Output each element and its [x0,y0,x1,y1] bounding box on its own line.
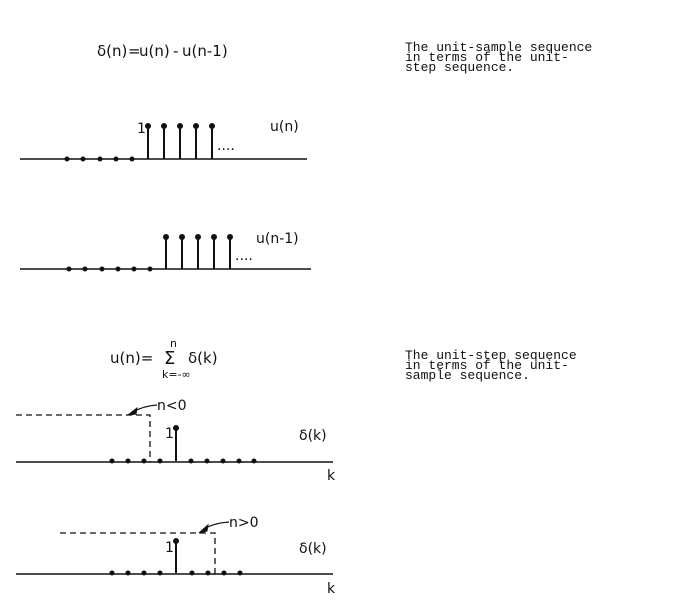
continuation-dots: .... [235,248,253,264]
summation-window-dashed [60,532,216,574]
unit-impulse [173,425,179,461]
u-n-text: u(n) [139,42,170,60]
caption-line: The unit-sample sequence [405,40,593,55]
annotation-arrowhead [198,523,209,534]
unit-stems [145,123,215,159]
plot-delta-k-n-positive [16,521,333,576]
zero-samples [64,156,135,162]
k-axis-label: k [327,581,336,597]
u-n-minus-1-label: u(n-1) [256,231,299,247]
summation-sign: Σ [164,348,175,369]
plot-u-n [20,123,307,162]
u-n-equals-text: u(n)= [110,349,153,367]
plot-delta-k-n-negative [16,404,333,464]
caption-line: in terms of the unit- [405,50,569,65]
equals-text: = [128,42,141,60]
delta-k-text: δ(k) [188,349,218,367]
sum-lower-limit: k=-∞ [162,368,191,381]
equation-unit-step: u(n)= Σ n k=-∞ δ(k) [110,337,218,381]
one-label: 1 [165,426,174,442]
unit-stems [163,234,233,269]
k-axis-label: k [327,468,336,484]
zero-samples [109,570,243,576]
u-n-label: u(n) [270,119,299,135]
delta-k-label: δ(k) [299,428,327,444]
caption-line: step sequence. [405,60,515,75]
summation-window-dashed [16,414,151,462]
minus-text: - [173,42,178,60]
caption-line: in terms of the unit- [405,358,569,373]
u-n-minus-1-text: u(n-1) [182,42,228,60]
caption-unit-sample: The unit-sample sequence in terms of the… [405,40,593,75]
continuation-dots: .... [217,138,235,154]
delta-n-text: δ(n) [97,42,127,60]
zero-samples [66,266,153,272]
delta-k-label: δ(k) [299,541,327,557]
one-label: 1 [137,121,146,137]
n-greater-than-zero-label: n>0 [229,515,259,531]
caption-unit-step: The unit-step sequence in terms of the u… [405,348,577,383]
annotation-arrowhead [126,406,138,416]
n-less-than-zero-label: n<0 [157,398,187,414]
sum-upper-limit: n [170,337,177,350]
caption-line: The unit-step sequence [405,348,577,363]
caption-line: sample sequence. [405,368,530,383]
plot-u-n-minus-1 [20,234,311,272]
one-label: 1 [165,540,174,556]
equation-unit-sample: δ(n) = u(n) - u(n-1) [97,42,228,60]
unit-impulse [173,538,179,573]
zero-samples [109,458,257,464]
